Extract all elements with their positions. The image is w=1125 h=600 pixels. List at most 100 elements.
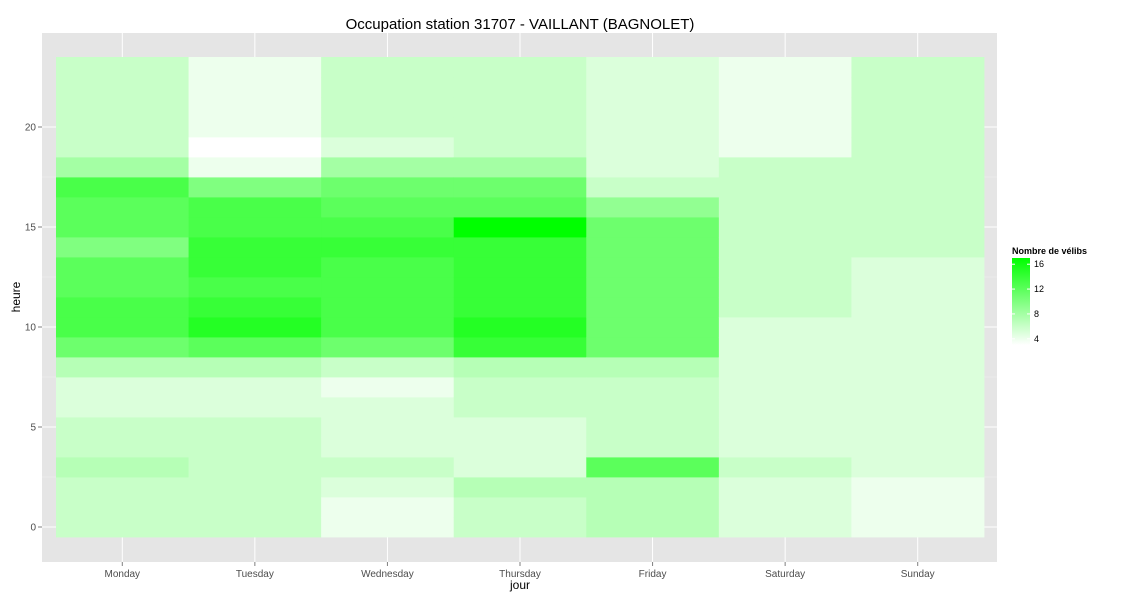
heatmap-tile-saturday-14 — [718, 237, 852, 258]
heatmap-tile-thursday-6 — [453, 397, 587, 418]
heatmap-tile-friday-19 — [586, 137, 720, 158]
heatmap-tile-monday-3 — [56, 457, 189, 478]
heatmap-tile-sunday-0 — [851, 517, 985, 538]
legend-title: Nombre de vélibs — [1012, 246, 1087, 256]
heatmap-tile-friday-17 — [586, 177, 720, 198]
heatmap-tile-thursday-21 — [453, 97, 587, 118]
heatmap-tile-monday-6 — [56, 397, 189, 418]
heatmap-tile-monday-16 — [56, 197, 189, 218]
heatmap-tile-wednesday-0 — [321, 517, 455, 538]
heatmap-tile-wednesday-2 — [321, 477, 455, 498]
heatmap-tile-friday-1 — [586, 497, 720, 518]
heatmap-tile-thursday-5 — [453, 417, 587, 438]
legend: Nombre de vélibs 4 8 12 16 — [1012, 246, 1087, 345]
y-tick-label: 15 — [25, 223, 37, 234]
heatmap-tile-tuesday-15 — [188, 217, 322, 238]
heatmap-tile-tuesday-10 — [188, 317, 322, 338]
heatmap-tile-monday-14 — [56, 237, 189, 258]
heatmap-tile-monday-9 — [56, 337, 189, 358]
heatmap-tile-friday-10 — [586, 317, 720, 338]
heatmap-tile-monday-21 — [56, 97, 189, 118]
heatmap-tile-monday-1 — [56, 497, 189, 518]
heatmap-tile-sunday-20 — [851, 117, 985, 138]
heatmap-tile-friday-6 — [586, 397, 720, 418]
heatmap-tile-sunday-3 — [851, 457, 985, 478]
heatmap-tile-monday-22 — [56, 77, 189, 98]
heatmap-tile-wednesday-21 — [321, 97, 455, 118]
heatmap-tile-sunday-18 — [851, 157, 985, 178]
x-tick-label: Monday — [104, 569, 140, 580]
heatmap-tile-sunday-11 — [851, 297, 985, 318]
heatmap-tile-friday-13 — [586, 257, 720, 278]
x-axis: Monday Tuesday Wednesday Thursday Friday Satu… — [104, 562, 935, 580]
heatmap-tile-monday-7 — [56, 377, 189, 398]
heatmap-tile-friday-12 — [586, 277, 720, 298]
heatmap-tile-friday-8 — [586, 357, 720, 378]
heatmap-tile-monday-12 — [56, 277, 189, 298]
heatmap-tile-wednesday-9 — [321, 337, 455, 358]
heatmap-tile-saturday-23 — [718, 57, 852, 78]
heatmap-tile-tuesday-3 — [188, 457, 322, 478]
heatmap-tile-wednesday-6 — [321, 397, 455, 418]
x-tick-label: Tuesday — [236, 569, 274, 580]
heatmap-tile-wednesday-3 — [321, 457, 455, 478]
heatmap-tile-friday-16 — [586, 197, 720, 218]
heatmap-tile-friday-0 — [586, 517, 720, 538]
heatmap-tile-saturday-18 — [718, 157, 852, 178]
heatmap-tile-friday-21 — [586, 97, 720, 118]
y-tick-label: 20 — [25, 123, 37, 134]
heatmap-tile-saturday-1 — [718, 497, 852, 518]
heatmap-tile-saturday-8 — [718, 357, 852, 378]
heatmap-tile-saturday-0 — [718, 517, 852, 538]
heatmap-tile-friday-3 — [586, 457, 720, 478]
heatmap-tile-wednesday-13 — [321, 257, 455, 278]
heatmap-tile-tuesday-0 — [188, 517, 322, 538]
heatmap-tile-monday-18 — [56, 157, 189, 178]
heatmap-tile-tuesday-23 — [188, 57, 322, 78]
heatmap-tile-thursday-19 — [453, 137, 587, 158]
x-axis-title: jour — [509, 578, 530, 592]
heatmap-tile-wednesday-17 — [321, 177, 455, 198]
heatmap-tile-monday-17 — [56, 177, 189, 198]
heatmap-tile-monday-8 — [56, 357, 189, 378]
heatmap-tile-saturday-13 — [718, 257, 852, 278]
heatmap-tile-friday-15 — [586, 217, 720, 238]
y-tick-label: 10 — [25, 323, 37, 334]
heatmap-tile-wednesday-12 — [321, 277, 455, 298]
heatmap-tile-tuesday-9 — [188, 337, 322, 358]
heatmap-tile-sunday-19 — [851, 137, 985, 158]
heatmap-tile-wednesday-11 — [321, 297, 455, 318]
heatmap-tile-thursday-13 — [453, 257, 587, 278]
heatmap-tile-thursday-11 — [453, 297, 587, 318]
heatmap-tile-friday-11 — [586, 297, 720, 318]
heatmap-tile-monday-5 — [56, 417, 189, 438]
heatmap-tile-monday-20 — [56, 117, 189, 138]
y-axis: 0 5 10 15 20 — [25, 123, 42, 534]
heatmap-tile-sunday-8 — [851, 357, 985, 378]
chart-title: Occupation station 31707 - VAILLANT (BAG… — [346, 16, 695, 33]
heatmap-tile-tuesday-18 — [188, 157, 322, 178]
heatmap-tile-monday-11 — [56, 297, 189, 318]
heatmap-tile-thursday-0 — [453, 517, 587, 538]
heatmap-tile-thursday-1 — [453, 497, 587, 518]
heatmap-tile-sunday-23 — [851, 57, 985, 78]
x-tick-label: Thursday — [499, 569, 541, 580]
heatmap-tile-tuesday-11 — [188, 297, 322, 318]
heatmap-tile-monday-23 — [56, 57, 189, 78]
heatmap-tile-saturday-16 — [718, 197, 852, 218]
heatmap-tile-saturday-11 — [718, 297, 852, 318]
legend-label: 8 — [1034, 309, 1039, 319]
legend-ticks: 4 8 12 16 — [1012, 259, 1044, 344]
heatmap-tile-tuesday-2 — [188, 477, 322, 498]
legend-label: 12 — [1034, 284, 1044, 294]
heatmap-tile-wednesday-4 — [321, 437, 455, 458]
heatmap-tile-tuesday-8 — [188, 357, 322, 378]
heatmap-tile-thursday-3 — [453, 457, 587, 478]
heatmap-tile-thursday-8 — [453, 357, 587, 378]
heatmap-tile-tuesday-4 — [188, 437, 322, 458]
heatmap-tile-wednesday-8 — [321, 357, 455, 378]
heatmap-tile-tuesday-13 — [188, 257, 322, 278]
heatmap-tile-saturday-20 — [718, 117, 852, 138]
heatmap-tile-thursday-12 — [453, 277, 587, 298]
heatmap-tile-saturday-21 — [718, 97, 852, 118]
